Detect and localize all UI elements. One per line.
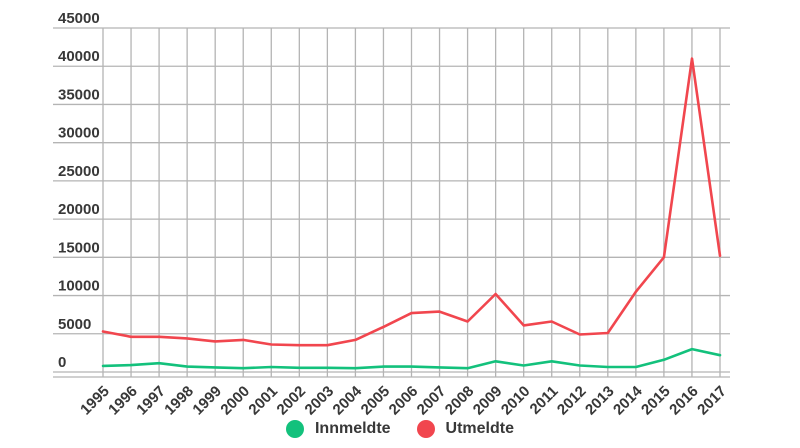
legend: Innmeldte Utmeldte [0,420,800,438]
x-tick-label: 2008 [442,383,478,418]
legend-label-utmeldte: Utmeldte [445,420,514,437]
x-tick-label: 2011 [527,383,562,418]
x-tick-label: 1999 [189,383,225,418]
x-tick-label: 2016 [666,383,702,418]
legend-item-innmeldte[interactable]: Innmeldte [285,420,391,438]
y-tick-label: 25000 [58,163,100,180]
legend-dot-utmeldte-icon [416,420,435,438]
x-tick-label: 1996 [105,383,141,418]
x-tick-label: 1997 [133,383,169,418]
x-tick-label: 2009 [470,383,506,418]
x-tick-label: 2014 [610,382,646,418]
x-tick-label: 2015 [638,383,674,418]
x-tick-label: 2006 [386,383,422,418]
y-tick-label: 35000 [58,86,100,103]
series-line-innmeldte [101,347,722,370]
x-tick-label: 2017 [694,383,730,418]
legend-label-innmeldte: Innmeldte [314,420,391,437]
x-tick-label: 2001 [245,383,281,418]
y-tick-label: 10000 [58,278,100,295]
x-tick-label: 2012 [554,383,590,418]
y-tick-label: 40000 [58,48,100,65]
x-tick-label: 2003 [302,383,338,418]
x-tick-label: 1998 [161,383,197,418]
plot-area: 0 5000 10000 15000 20000 25000 30000 35000 40000… [53,10,730,418]
x-tick-label: 2002 [274,383,310,418]
y-tick-label: 45000 [58,10,100,27]
legend-dot-innmeldte-icon [285,420,304,438]
legend-item-utmeldte[interactable]: Utmeldte [416,420,514,438]
y-tick-label: 15000 [58,239,100,256]
x-tick-label: 2010 [498,383,534,418]
x-tick-label: 2007 [414,383,450,418]
x-tick-label: 2000 [217,383,253,418]
y-tick-label: 20000 [58,201,100,218]
y-tick-label: 0 [58,354,66,371]
x-tick-label: 2004 [330,382,366,418]
x-tick-label: 1995 [77,383,113,418]
y-tick-label: 30000 [58,125,100,142]
y-tick-label: 5000 [58,316,91,333]
x-tick-label: 2013 [582,383,618,418]
x-tick-label: 2005 [358,383,394,418]
series-line-utmeldte [101,57,722,347]
